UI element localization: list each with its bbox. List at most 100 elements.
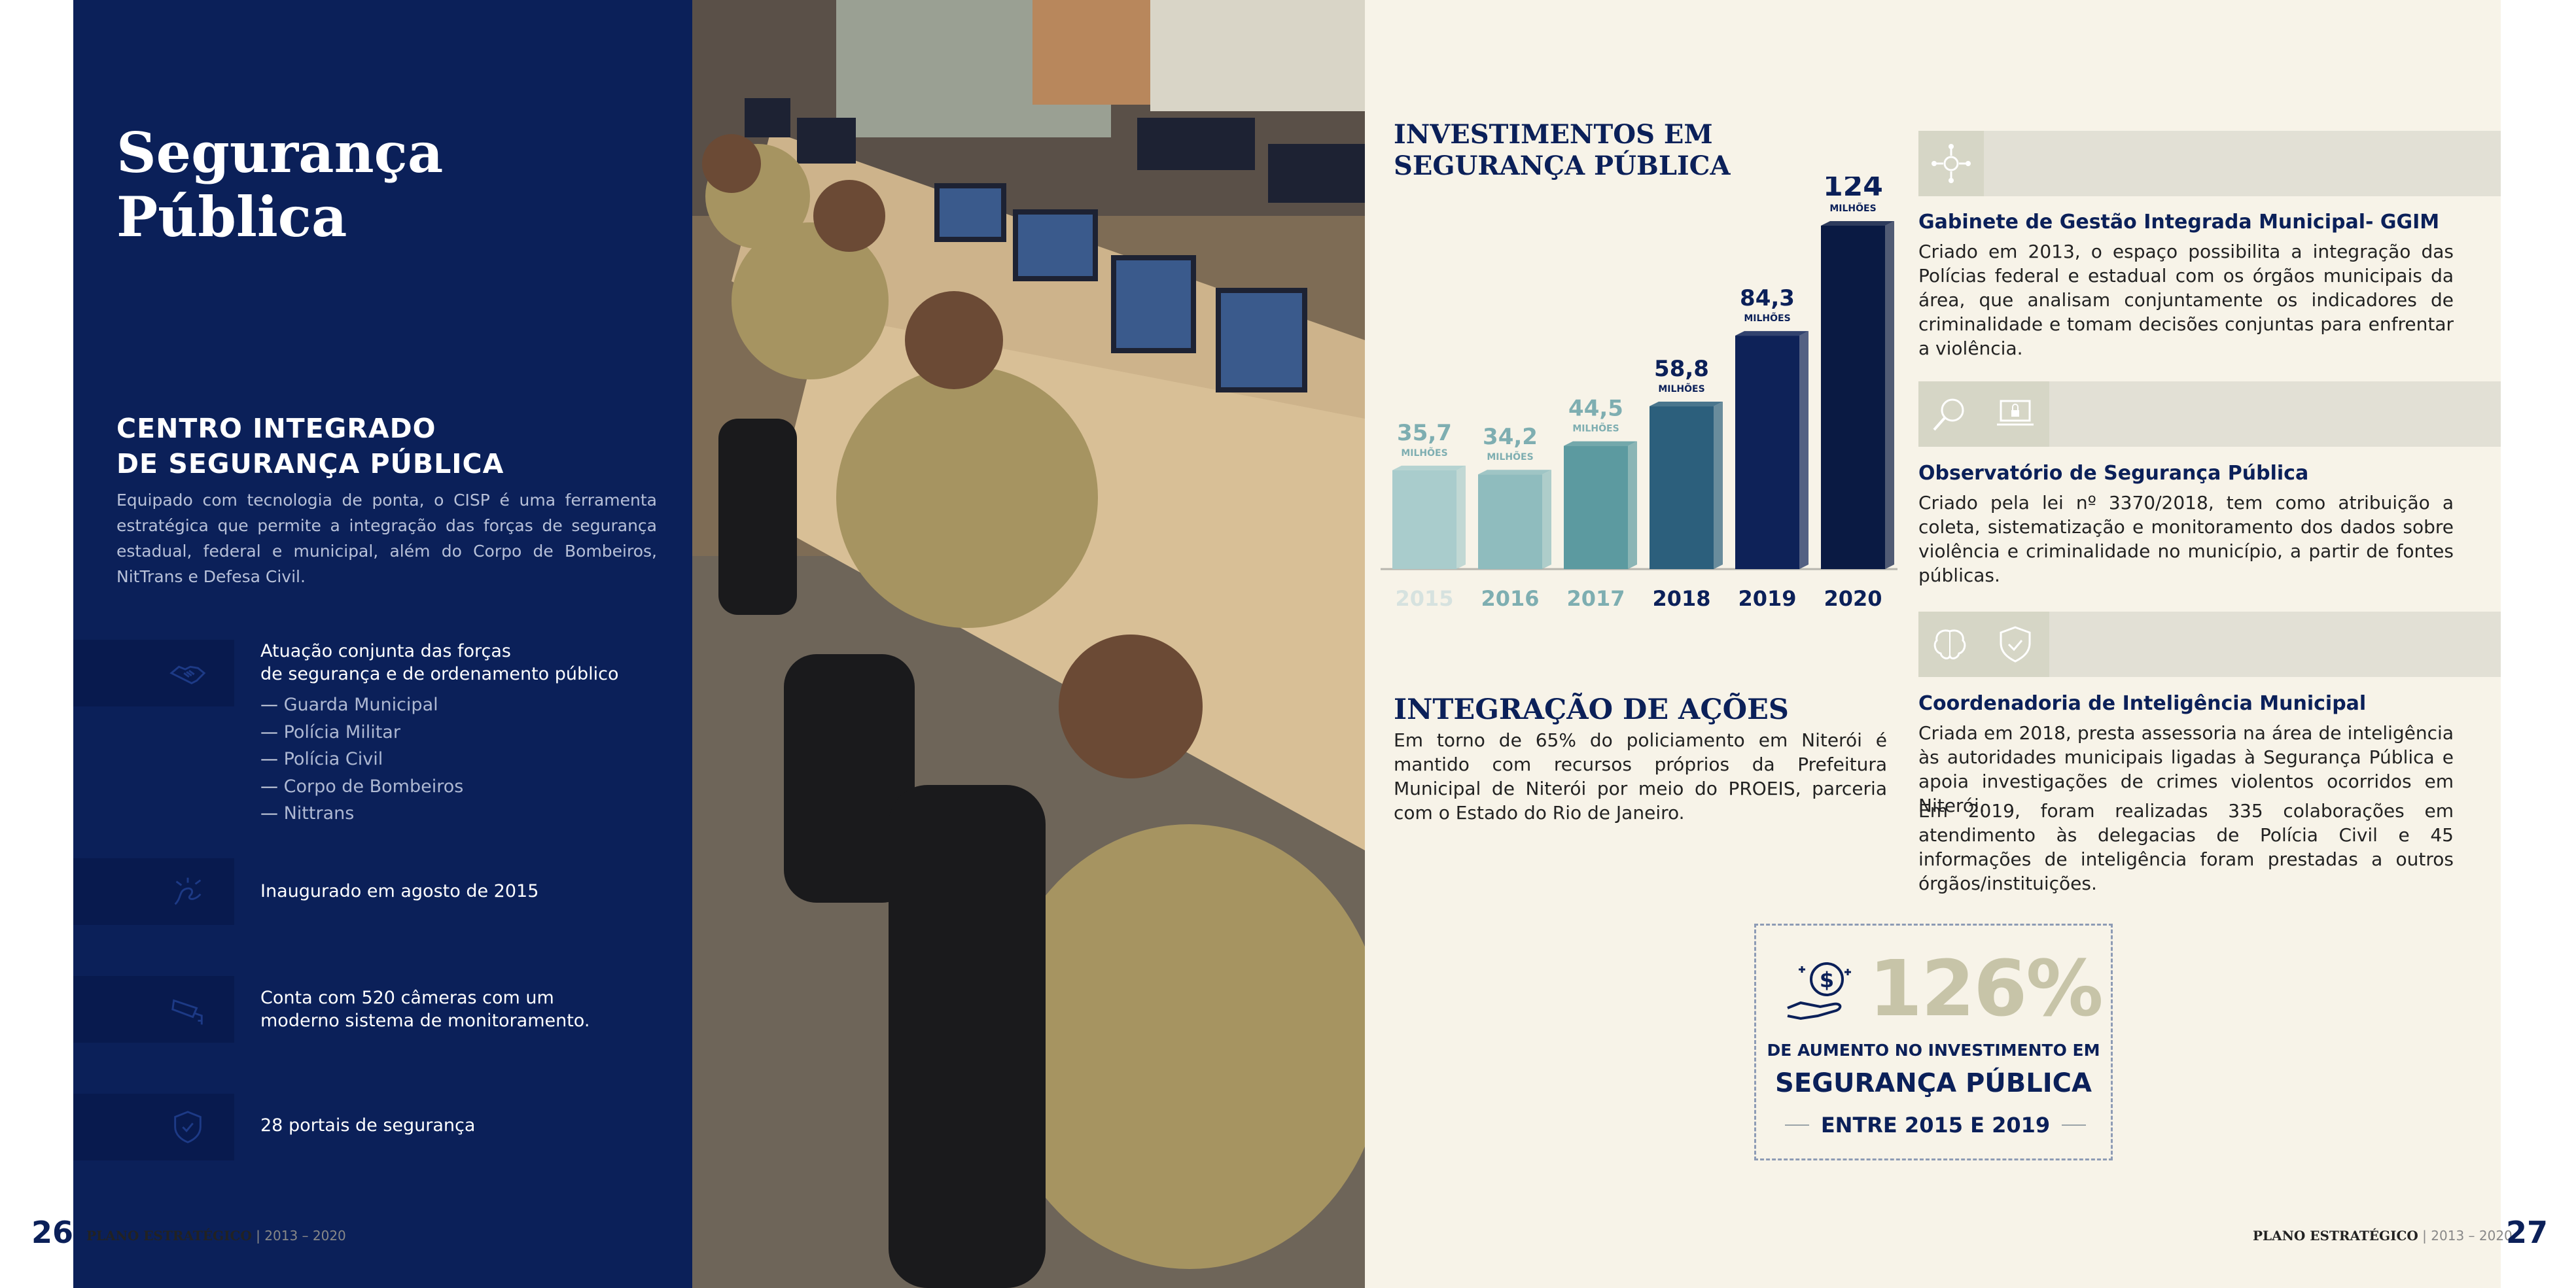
- ribbon-icon-box: [73, 858, 234, 925]
- tick-label-2015: 2015: [1395, 586, 1453, 611]
- page-number-right: 27: [2506, 1215, 2549, 1250]
- investments-heading: INVESTIMENTOS EM SEGURANÇA PÚBLICA: [1394, 119, 1731, 182]
- page-number-left: 26: [31, 1215, 74, 1250]
- bar: [1392, 470, 1456, 569]
- cisp-heading-line-1: CENTRO INTEGRADO: [116, 413, 436, 444]
- joint-forces-text: Atuação conjunta das forças de segurança…: [260, 640, 619, 686]
- cisp-heading-line-2: DE SEGURANÇA PÚBLICA: [116, 448, 504, 479]
- increase-caption-line-3-row: ENTRE 2015 E 2019: [1785, 1113, 2086, 1138]
- list-item: Guarda Municipal: [260, 691, 463, 719]
- shield-icon-box: [73, 1094, 234, 1160]
- bar-top: [1392, 465, 1466, 470]
- bar-top: [1650, 402, 1723, 407]
- control-room-illustration: [692, 0, 1365, 1288]
- list-item: Polícia Civil: [260, 746, 463, 773]
- tick-label-2017: 2017: [1566, 586, 1625, 611]
- bar-side: [1628, 441, 1637, 569]
- bar-value-label: 44,5: [1568, 396, 1623, 422]
- observatory-text: Criado pela lei nº 3370/2018, tem como a…: [1918, 492, 2454, 586]
- tick-label-2018: 2018: [1652, 586, 1710, 611]
- bar: [1478, 474, 1542, 569]
- bar-unit-label: MILHÕES: [1401, 447, 1447, 459]
- title-line-2: Pública: [116, 184, 347, 249]
- brain-icon: [1933, 629, 1966, 659]
- magnifier-icon: [1933, 398, 1964, 431]
- footer-left-title: PLANO ESTRATÉGICO: [86, 1228, 252, 1244]
- handshake-icon: [169, 665, 206, 685]
- control-room-photo: [692, 0, 1365, 1288]
- bar-side: [1714, 402, 1723, 569]
- money-hand-icon: $: [1787, 962, 1851, 1020]
- forces-list: Guarda Municipal Polícia Militar Polícia…: [260, 691, 464, 827]
- list-item: Nittrans: [260, 800, 463, 827]
- shield-check-icon: [2000, 626, 2031, 663]
- increase-caption-line-3: ENTRE 2015 E 2019: [1820, 1113, 2051, 1138]
- bar-side: [1885, 221, 1894, 569]
- footer-right-title: PLANO ESTRATÉGICO: [2253, 1228, 2418, 1244]
- ggim-text: Criado em 2013, o espaço possibilita a i…: [1918, 241, 2454, 359]
- cameras-text: Conta com 520 câmeras com um moderno sis…: [260, 986, 590, 1032]
- cameras-line-1: Conta com 520 câmeras com um: [260, 988, 554, 1008]
- increase-caption-line-1: DE AUMENTO NO INVESTIMENTO EM: [1767, 1041, 2100, 1060]
- bar: [1821, 226, 1885, 569]
- footer-left: PLANO ESTRATÉGICO | 2013 – 2020: [86, 1228, 346, 1244]
- increase-percentage: 126%: [1869, 943, 2104, 1034]
- observatory-icon-band: [1918, 381, 2501, 447]
- divider-right: [2062, 1124, 2086, 1126]
- bar-top: [1478, 470, 1551, 475]
- increase-caption-line-2: SEGURANÇA PÚBLICA: [1775, 1068, 2092, 1098]
- ggim-title: Gabinete de Gestão Integrada Municipal- …: [1918, 211, 2440, 234]
- intelligence-title: Coordenadoria de Inteligência Municipal: [1918, 692, 2367, 715]
- investments-heading-line-2: SEGURANÇA PÚBLICA: [1394, 150, 1731, 181]
- cisp-description: Equipado com tecnologia de ponta, o CISP…: [116, 491, 657, 586]
- bar: [1650, 406, 1714, 569]
- title-line-1: Segurança: [116, 120, 444, 185]
- divider-left: [1785, 1124, 1809, 1126]
- bar-value-label: 58,8: [1654, 356, 1709, 382]
- investments-heading-line-1: INVESTIMENTOS EM: [1394, 119, 1713, 150]
- bar-value-label: 124: [1823, 177, 1883, 203]
- bar: [1564, 445, 1628, 569]
- footer-right-years: | 2013 – 2020: [2422, 1228, 2513, 1244]
- svg-text:$: $: [1820, 967, 1834, 992]
- bar-unit-label: MILHÕES: [1487, 451, 1533, 462]
- footer-right: PLANO ESTRATÉGICO | 2013 – 2020: [2253, 1228, 2513, 1244]
- bar-unit-label: MILHÕES: [1744, 312, 1790, 324]
- cameras-line-2: moderno sistema de monitoramento.: [260, 1011, 590, 1031]
- intelligence-icon-square: [1918, 612, 2049, 677]
- joint-forces-line-1: Atuação conjunta das forças: [260, 641, 511, 661]
- bar-top: [1564, 441, 1637, 446]
- bar-unit-label: MILHÕES: [1829, 202, 1876, 214]
- intelligence-text-2019: Em 2019, foram realizadas 335 colaboraçõ…: [1918, 800, 2454, 894]
- observatory-title: Observatório de Segurança Pública: [1918, 462, 2309, 485]
- list-item: Polícia Militar: [260, 719, 463, 746]
- bar-side: [1799, 331, 1808, 569]
- tick-label-2019: 2019: [1738, 586, 1796, 611]
- intelligence-icon-band: [1918, 612, 2501, 677]
- integration-heading: INTEGRAÇÃO DE AÇÕES: [1394, 693, 1789, 726]
- ggim-icon-square: [1918, 131, 1984, 196]
- page-title: Segurança Pública: [116, 121, 443, 249]
- bar-side: [1456, 465, 1466, 569]
- bar-top: [1821, 221, 1894, 226]
- list-item: Corpo de Bombeiros: [260, 773, 464, 801]
- laptop-lock-icon: [1997, 400, 2034, 426]
- bar-value-label: 35,7: [1397, 420, 1452, 446]
- bar-side: [1542, 470, 1551, 569]
- cctv-camera-icon: [171, 999, 203, 1025]
- integration-text: Em torno de 65% do policiamento em Niter…: [1394, 729, 1887, 824]
- joint-forces-line-2: de segurança e de ordenamento público: [260, 664, 619, 684]
- cisp-heading: CENTRO INTEGRADO DE SEGURANÇA PÚBLICA: [116, 411, 504, 481]
- handshake-icon-box: [73, 640, 234, 706]
- ribbon-icon: [174, 877, 202, 905]
- intelligence-text: Criada em 2018, presta assessoria na áre…: [1918, 722, 2454, 816]
- tick-label-2016: 2016: [1481, 586, 1539, 611]
- inaugurated-text: Inaugurado em agosto de 2015: [260, 881, 539, 901]
- portals-text: 28 portais de segurança: [260, 1115, 476, 1136]
